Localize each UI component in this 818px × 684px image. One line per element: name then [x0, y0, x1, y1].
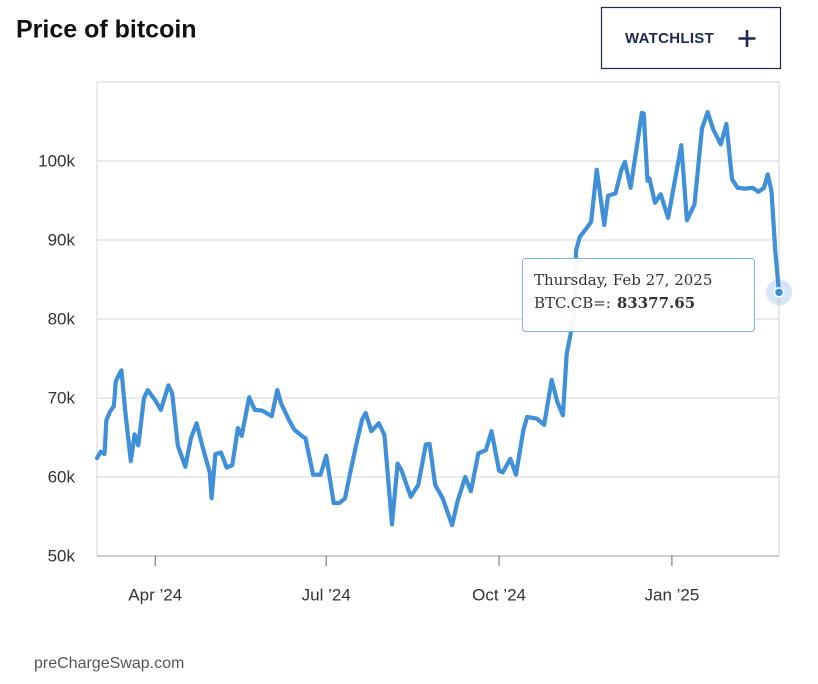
y-tick-label: 100k [38, 151, 75, 170]
plus-icon[interactable] [738, 30, 756, 47]
watchlist-button[interactable]: WATCHLIST [600, 6, 782, 70]
x-tick-label: Apr ’24 [128, 585, 182, 604]
source: preChargeSwap.com [34, 655, 184, 672]
chart-title: Price of bitcoin [16, 16, 197, 44]
y-tick-label: 60k [48, 467, 76, 486]
y-tick-label: 90k [48, 230, 76, 249]
tooltip-date: Thursday, Feb 27, 2025 [534, 271, 712, 289]
y-tick-label: 50k [48, 546, 76, 565]
y-tick-label: 70k [48, 388, 76, 407]
tooltip-label: BTC.CB=: [534, 294, 611, 312]
tooltip-box [522, 258, 755, 332]
x-tick-label: Jul ’24 [302, 585, 351, 604]
tooltip-value: 83377.65 [617, 294, 695, 312]
plot-area: 50k 60k 70k 80k 90k 100k Apr ’24 Jul ’24 Oct ’24… [38, 81, 792, 604]
tooltip: Thursday, Feb 27, 2025 BTC.CB=: 83377.65 [522, 258, 755, 332]
button-label[interactable]: WATCHLIST [625, 30, 714, 47]
price-line [94, 109, 782, 528]
x-tick-label: Oct ’24 [472, 585, 526, 604]
tooltip-value-line: BTC.CB=: 83377.65 [534, 294, 695, 312]
x-tick-label: Jan ’25 [644, 585, 699, 604]
hover-point [773, 287, 785, 298]
y-tick-label: 80k [48, 309, 76, 328]
